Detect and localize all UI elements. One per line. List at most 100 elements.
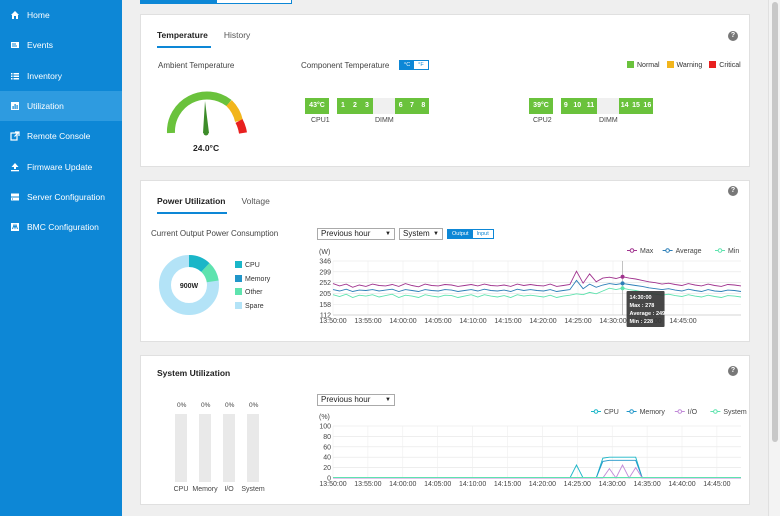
tab-voltage[interactable]: Voltage [241,196,270,206]
bar-chart-icon [10,101,20,111]
top-tab-active[interactable] [140,0,216,4]
x-tick-label: 13:55:00 [354,318,381,325]
x-tick-label: 14:00:00 [389,318,416,325]
series-line-average [332,279,742,292]
legend-label[interactable]: I/O [688,409,698,416]
legend-label[interactable]: Memory [640,409,666,416]
dimm-8: 8 [421,102,426,109]
x-tick-label: 13:50:00 [319,481,346,488]
legend-label[interactable]: CPU [604,409,619,416]
unit-toggle[interactable]: °C °F [399,60,429,70]
y-tick-label: 20 [323,465,331,472]
system-range-select[interactable]: Previous hour ▼ [317,394,395,406]
y-tick-label: 60 [323,444,331,451]
x-tick-label: 14:10:00 [459,481,486,488]
unit-celsius[interactable]: °C [400,61,415,69]
series-line-memory [333,459,741,479]
power-scope-value: System [403,229,430,238]
current-power-label: Current Output Power Consumption [151,229,279,238]
sidebar-item-server-configuration[interactable]: Server Configuration [0,182,122,212]
tooltip-avg: Average : 249 [630,311,666,317]
dimm-15: 15 [632,102,640,109]
x-tick-label: 13:55:00 [354,481,381,488]
hover-marker [620,286,625,291]
sidebar-item-events[interactable]: Events [0,30,122,60]
y-tick-label: 346 [319,259,331,266]
legend-label[interactable]: Min [728,248,739,255]
tab-temperature[interactable]: Temperature [157,30,208,40]
toggle-output[interactable]: Output [448,230,473,238]
x-tick-label: 14:10:00 [459,318,486,325]
power-scope-select[interactable]: System ▼ [399,228,443,240]
cpu2-temp-box[interactable]: 39°C [529,98,553,114]
dimm-1: 1 [341,102,345,109]
x-tick-label: 14:30:00 [599,481,626,488]
help-icon[interactable]: ? [728,31,738,41]
sidebar-item-inventory[interactable]: Inventory [0,61,122,91]
dimm-9: 9 [563,102,568,109]
help-icon-system[interactable]: ? [728,366,738,376]
legend-label[interactable]: Average [676,248,702,255]
tab-temperature-underline [157,46,211,48]
legend-memory-swatch [235,274,242,282]
cpu1-dimm-group-b[interactable]: 6 7 8 [395,98,429,114]
sidebar-item-utilization[interactable]: Utilization [0,90,122,121]
legend-marker [665,248,670,253]
sidebar-item-remote-console[interactable]: Remote Console [0,121,122,151]
sidebar-item-bmc-configuration[interactable]: BMC Configuration [0,212,122,242]
legend-marker [717,248,723,253]
chart-tooltip: 14:30:00 Max : 278 Average : 249 Min : 228 [626,291,666,327]
scrollbar-thumb[interactable] [772,2,778,442]
power-donut: 900W [159,255,219,315]
unit-fahrenheit[interactable]: °F [414,61,428,69]
series-line-min [332,287,742,298]
dimm-14: 14 [620,102,629,109]
help-icon-power[interactable]: ? [728,186,738,196]
hover-marker [620,281,625,286]
tab-power-underline [157,212,227,214]
y-tick-label: 40 [323,455,331,462]
x-tick-label: 14:35:00 [633,481,660,488]
top-tab-inactive[interactable] [216,0,292,4]
scrollbar[interactable] [768,0,780,516]
list-icon [10,71,20,81]
utilization-bar-label: I/O [224,486,234,493]
ambient-temperature-value: 24.0°C [193,143,220,153]
output-input-toggle[interactable]: Output Input [447,229,494,239]
legend-label[interactable]: Max [640,248,654,255]
legend-label[interactable]: System [723,409,747,416]
cpu1-temp-box[interactable]: 43°C [305,98,329,114]
legend-marker [629,248,635,253]
sidebar-item-firmware-update[interactable]: Firmware Update [0,152,122,182]
sidebar-item-label: Home [27,10,50,20]
system-utilization-title: System Utilization [157,368,231,378]
x-tick-label: 14:05:00 [424,481,451,488]
bmc-icon [10,222,20,232]
y-axis-unit: (%) [319,414,330,421]
dimm-11: 11 [586,102,595,109]
x-tick-label: 14:25:00 [564,318,591,325]
sidebar-item-home[interactable]: Home [0,0,122,30]
toggle-input[interactable]: Input [472,230,493,238]
x-tick-label: 14:20:00 [529,318,556,325]
cpu2-dimm-label: DIMM [599,117,618,124]
cpu1-dimm-group-a[interactable]: 1 2 3 [337,98,373,114]
x-tick-label: 14:45:00 [669,318,696,325]
tab-history[interactable]: History [223,30,251,40]
dimm-6: 6 [398,102,403,109]
y-tick-label: 0 [327,476,331,483]
power-utilization-panel: Power Utilization Voltage ? Current Outp… [140,180,750,342]
x-tick-label: 14:40:00 [668,481,695,488]
legend-spare: Spare [245,302,264,310]
legend-normal: Normal [637,62,660,69]
power-range-select[interactable]: Previous hour ▼ [317,228,395,240]
y-tick-label: 112 [320,313,331,320]
y-tick-label: 205 [319,291,331,298]
legend-marker [677,409,683,414]
tooltip-box [626,291,665,327]
cpu2-dimm-group-b[interactable]: 14 15 16 [619,98,653,114]
cpu2-dimm-group-a[interactable]: 9 10 11 [561,98,597,114]
sidebar-item-label: Inventory [27,70,62,81]
tab-power-utilization[interactable]: Power Utilization [157,196,226,206]
donut-legend: CPU Memory Other Spare [235,259,270,313]
